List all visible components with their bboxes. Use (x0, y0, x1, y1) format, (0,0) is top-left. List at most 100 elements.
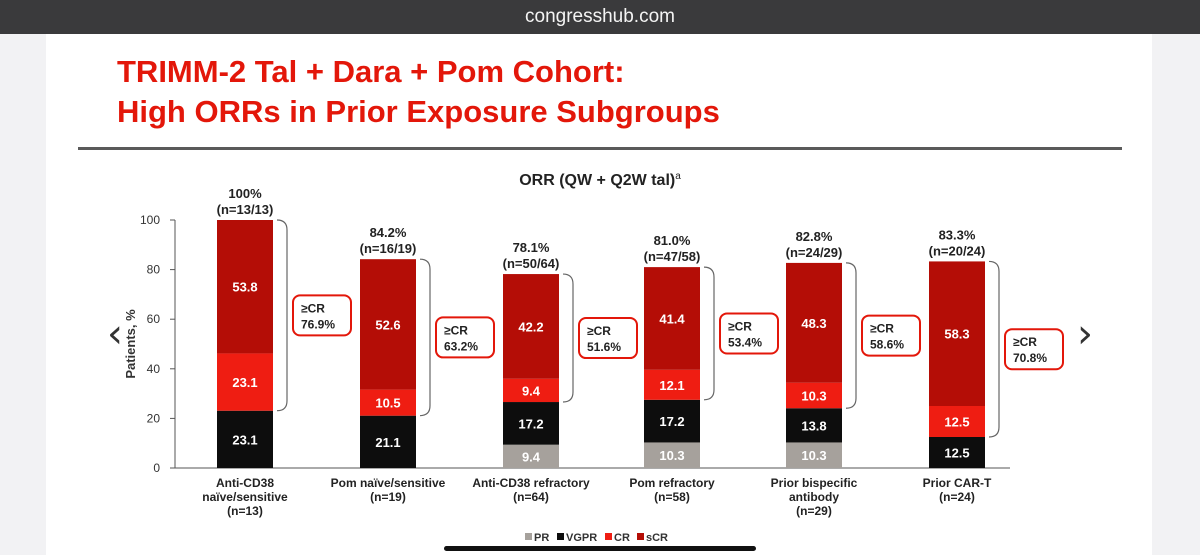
bar-total-count: (n=24/29) (786, 245, 843, 260)
x-category-label: (n=24) (939, 490, 975, 504)
cr-callout-value: 51.6% (587, 340, 621, 354)
x-category-label: Prior CAR-T (923, 476, 992, 490)
y-tick-label: 40 (147, 362, 161, 376)
x-category-label: (n=19) (370, 490, 406, 504)
bar-segment-vgpr (929, 437, 985, 468)
next-slide-button[interactable]: › (1070, 314, 1100, 354)
bar-data-label: 53.8 (232, 280, 257, 295)
cr-bracket (845, 262, 857, 409)
x-category-label: Anti-CD38 refractory (472, 476, 590, 490)
bar-data-label: 21.1 (375, 435, 400, 450)
legend-label-cr: CR (614, 532, 630, 544)
bar-data-label: 42.2 (518, 319, 543, 334)
x-category-label: Anti-CD38 (216, 476, 274, 490)
bar-total-percent: 81.0% (654, 233, 691, 248)
cr-callout-label: ≥CR (870, 322, 894, 336)
bar-segment-pr (503, 444, 559, 468)
bar-data-label: 12.5 (944, 446, 969, 461)
cr-callout-label: ≥CR (587, 324, 611, 338)
bar-segment-scr (217, 220, 273, 354)
cr-callout-value: 58.6% (870, 338, 904, 352)
bar-segment-cr (217, 353, 273, 411)
y-axis-label: Patients, % (123, 309, 138, 379)
bar-data-label: 9.4 (522, 449, 541, 464)
x-category-label: antibody (789, 490, 839, 504)
bar-segment-cr (360, 389, 416, 416)
bar-total-count: (n=50/64) (503, 256, 560, 271)
cr-callout-label: ≥CR (1013, 335, 1037, 349)
y-tick-label: 0 (153, 461, 160, 475)
browser-url-bar[interactable]: congresshub.com (0, 0, 1200, 34)
bar-total-percent: 84.2% (370, 225, 407, 240)
bar-segment-vgpr (786, 408, 842, 443)
bar-segment-vgpr (217, 410, 273, 468)
bar-segment-cr (929, 406, 985, 437)
bar-data-label: 10.5 (375, 396, 400, 411)
bar-segment-scr (786, 262, 842, 383)
prev-slide-button[interactable]: ‹ (100, 314, 130, 354)
bar-data-label: 13.8 (801, 418, 826, 433)
legend-swatch-vgpr (557, 533, 564, 540)
bar-segment-vgpr (360, 415, 416, 468)
cr-callout-box (578, 317, 638, 360)
bar-data-label: 48.3 (801, 316, 826, 331)
legend-swatch-scr (637, 533, 644, 540)
home-indicator[interactable] (444, 546, 756, 551)
bar-segment-scr (360, 259, 416, 390)
bar-data-label: 58.3 (944, 327, 969, 342)
bar-total-percent: 100% (228, 186, 262, 201)
bar-segment-scr (644, 267, 700, 370)
bar-segment-scr (929, 261, 985, 406)
y-tick-label: 60 (147, 312, 161, 326)
bar-data-label: 10.3 (659, 448, 684, 463)
cr-callout-value: 63.2% (444, 339, 478, 353)
cr-callout-label: ≥CR (301, 301, 325, 315)
cr-callout-box (861, 314, 921, 357)
bar-segment-vgpr (503, 402, 559, 445)
bar-data-label: 17.2 (659, 414, 684, 429)
bar-data-label: 10.3 (801, 448, 826, 463)
bar-data-label: 23.1 (232, 375, 257, 390)
bar-data-label: 23.1 (232, 432, 257, 447)
bar-data-label: 10.3 (801, 388, 826, 403)
cr-callout-value: 53.4% (728, 335, 762, 349)
legend-label-pr: PR (534, 532, 549, 544)
legend-label-scr: sCR (646, 532, 668, 544)
bar-segment-pr (786, 442, 842, 468)
bar-total-percent: 82.8% (796, 229, 833, 244)
bar-data-label: 17.2 (518, 416, 543, 431)
cr-callout-label: ≥CR (728, 319, 752, 333)
cr-callout-label: ≥CR (444, 323, 468, 337)
legend-swatch-cr (605, 533, 612, 540)
bar-data-label: 12.5 (944, 415, 969, 430)
x-category-label: (n=58) (654, 490, 690, 504)
bar-segment-pr (644, 442, 700, 468)
x-category-label: naïve/sensitive (202, 490, 288, 504)
slide-title: TRIMM-2 Tal + Dara + Pom Cohort: High OR… (117, 52, 720, 132)
title-divider (78, 147, 1122, 150)
cr-bracket (562, 273, 574, 403)
y-tick-label: 80 (147, 263, 161, 277)
bar-total-percent: 83.3% (939, 227, 976, 242)
cr-callout-value: 70.8% (1013, 351, 1047, 365)
cr-callout-box (435, 316, 495, 359)
chevron-right-icon: › (1077, 311, 1093, 357)
cr-bracket (276, 219, 288, 412)
x-category-label: (n=64) (513, 490, 549, 504)
y-tick-label: 100 (140, 213, 160, 227)
legend-label-vgpr: VGPR (566, 532, 597, 544)
bar-segment-cr (786, 382, 842, 409)
bar-data-label: 41.4 (659, 311, 685, 326)
bar-total-count: (n=47/58) (644, 249, 701, 264)
bar-segment-cr (644, 369, 700, 400)
bar-total-count: (n=20/24) (929, 243, 986, 258)
bar-segment-cr (503, 378, 559, 403)
bar-total-percent: 78.1% (513, 240, 550, 255)
bar-data-label: 9.4 (522, 383, 541, 398)
x-category-label: Prior bispecific (771, 476, 858, 490)
chart-title: ORR (QW + Q2W tal)a (519, 171, 681, 189)
x-category-label: (n=13) (227, 504, 263, 518)
x-category-label: Pom naïve/sensitive (331, 476, 446, 490)
cr-bracket (703, 266, 715, 401)
